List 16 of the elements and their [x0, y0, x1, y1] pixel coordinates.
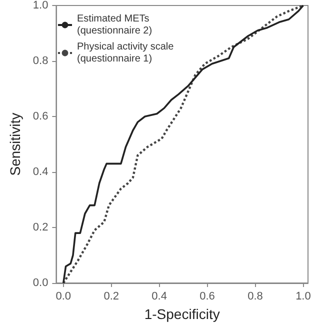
y-tick-label: 0.0 [32, 277, 48, 289]
x-tick-label: 0.8 [248, 290, 263, 302]
x-tick-label: 0.0 [56, 290, 72, 302]
y-tick-label: 1.0 [32, 0, 48, 12]
y-tick-label: 0.4 [32, 166, 48, 178]
legend-label: Physical activity scale (questionnaire 1) [77, 42, 174, 64]
x-tick-label: 1.0 [296, 290, 311, 302]
y-tick-label: 0.2 [32, 222, 48, 234]
y-axis-title: Sensitivity [7, 112, 23, 176]
y-tick-label: 0.6 [32, 110, 48, 122]
y-tick-label: 0.8 [32, 55, 48, 67]
legend-label: Estimated METs (questionnaire 2) [77, 14, 152, 36]
x-tick-label: 0.4 [152, 290, 167, 302]
x-axis-title: 1-Specificity [144, 306, 220, 322]
x-tick-label: 0.6 [200, 290, 215, 302]
x-tick-label: 0.2 [104, 290, 119, 302]
